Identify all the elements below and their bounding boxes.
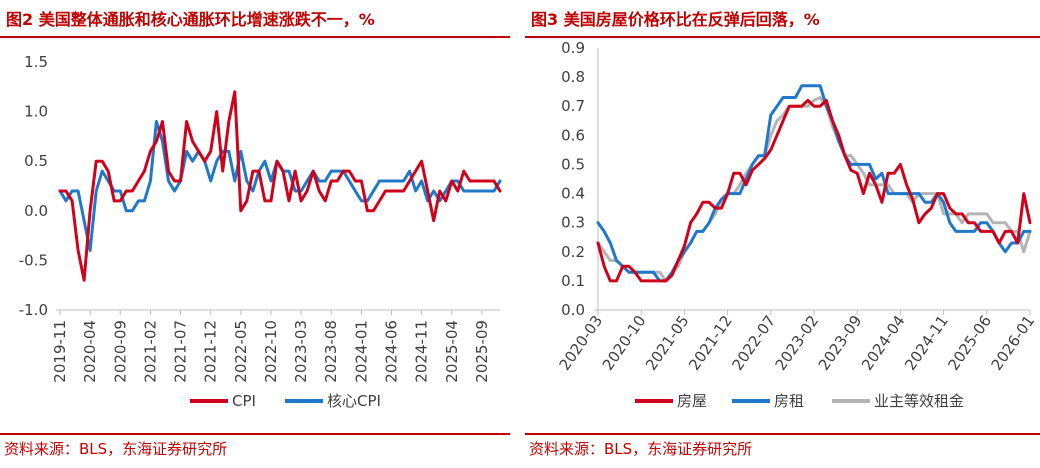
y-tick-label: 0.8 <box>561 68 585 86</box>
x-tick-label: 2021-07 <box>172 320 190 383</box>
y-tick-label: 0.6 <box>561 126 585 144</box>
series-line-2 <box>596 84 1032 283</box>
x-tick-label: 2021-12 <box>202 320 220 383</box>
x-tick-label: 2022-05 <box>232 320 250 383</box>
source-divider <box>0 433 510 435</box>
x-tick-label: 2020-04 <box>81 320 99 383</box>
legend-label: 房租 <box>774 392 804 410</box>
series-line-3 <box>596 96 1032 283</box>
chart-svg-housing: 0.90.80.70.60.50.40.30.20.10.02020-03202… <box>556 39 1039 410</box>
y-tick-label: -0.5 <box>19 251 48 269</box>
y-tick-label: 0.0 <box>24 202 48 220</box>
y-tick-label: 1.5 <box>24 53 48 71</box>
y-tick-label: 0.4 <box>561 185 585 203</box>
y-tick-label: 0.1 <box>561 272 585 290</box>
chart-panel-right: 图3 美国房屋价格环比在反弹后回落，% 0.9 0.8 0.7 0.6 0.5 0.4 0.… <box>525 0 1040 468</box>
legend-label: CPI <box>232 392 256 410</box>
x-tick-label: 2023-03 <box>292 320 310 383</box>
series-line-1 <box>596 98 1032 283</box>
x-tick-label: 2025-09 <box>473 320 491 383</box>
x-tick-label: 2021-02 <box>141 320 159 383</box>
y-tick-label: 0.0 <box>561 301 585 319</box>
legend-label: 核心CPI <box>327 392 381 410</box>
x-tick-label: 2022-10 <box>262 320 280 383</box>
chart-source: 资料来源：BLS，东海证券研究所 <box>4 440 228 458</box>
legend-label: 房屋 <box>677 392 707 410</box>
y-tick-label: 0.9 <box>561 39 585 57</box>
x-tick-label: 2025-04 <box>443 320 461 383</box>
series-line-2 <box>58 120 502 252</box>
chart-title: 图3 美国房屋价格环比在反弹后回落，% <box>531 10 820 29</box>
title-divider <box>0 36 510 38</box>
x-tick-label: 2019-11 <box>51 320 69 383</box>
chart-panel-left: 图2 美国整体通胀和核心通胀环比增速涨跌不一，% 1.5 1.0 0.5 0.0 -0.… <box>0 0 510 468</box>
legend-label: 业主等效租金 <box>874 392 964 410</box>
x-tick-label: 2024-11 <box>413 320 431 383</box>
y-tick-label: -1.0 <box>19 301 48 319</box>
series-line-1 <box>58 90 502 282</box>
chart-title: 图2 美国整体通胀和核心通胀环比增速涨跌不一，% <box>6 10 375 29</box>
y-tick-label: 0.5 <box>24 152 48 170</box>
x-tick-label: 2023-08 <box>322 320 340 383</box>
x-tick-label: 2024-06 <box>383 320 401 383</box>
title-divider <box>525 36 1040 38</box>
y-tick-label: 0.3 <box>561 214 585 232</box>
x-tick-label: 2024-01 <box>352 320 370 383</box>
y-tick-label: 0.7 <box>561 97 585 115</box>
x-tick-label: 2020-09 <box>111 320 129 383</box>
source-divider <box>525 433 1040 435</box>
x-tick-label: 2026-01 <box>988 312 1039 374</box>
y-tick-label: 1.0 <box>24 103 48 121</box>
y-tick-label: 0.5 <box>561 155 585 173</box>
y-tick-label: 0.2 <box>561 243 585 261</box>
chart-source: 资料来源：BLS，东海证券研究所 <box>529 440 753 458</box>
